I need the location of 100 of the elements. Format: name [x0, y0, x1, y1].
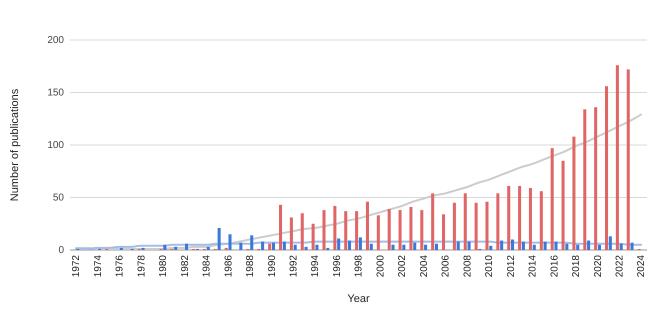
bar — [544, 242, 547, 250]
bar — [594, 107, 598, 250]
bar — [185, 244, 188, 250]
bar — [442, 214, 446, 250]
bar — [587, 240, 590, 250]
x-tick-label: 2016 — [549, 254, 560, 278]
y-tick-label: 100 — [47, 140, 64, 152]
bar — [576, 244, 580, 250]
bar — [279, 204, 282, 250]
bar — [409, 206, 412, 250]
x-tick-label: 1990 — [266, 254, 278, 278]
bar — [388, 209, 391, 250]
x-tick-label: 1982 — [180, 254, 191, 278]
bar — [468, 242, 471, 250]
bar — [391, 244, 395, 250]
bar — [485, 202, 489, 250]
bar — [355, 211, 358, 250]
bar — [496, 193, 500, 250]
bar — [452, 202, 456, 250]
bar — [420, 210, 424, 250]
bar — [337, 238, 340, 250]
bar — [413, 242, 416, 250]
bar — [300, 213, 304, 250]
bar — [540, 191, 543, 250]
bar — [522, 242, 525, 250]
bar — [402, 244, 406, 250]
bar — [294, 244, 297, 250]
line-series — [74, 114, 642, 250]
x-tick-label: 2024 — [636, 254, 648, 278]
x-tick-label: 1988 — [245, 254, 256, 278]
bar — [163, 244, 166, 250]
bar — [424, 244, 428, 250]
x-tick-label: 1974 — [92, 254, 104, 278]
x-tick-label: 2018 — [571, 254, 582, 278]
y-tick-label: 200 — [47, 35, 64, 46]
x-tick-label: 1998 — [354, 254, 365, 278]
bar — [528, 188, 532, 250]
bar — [376, 215, 380, 250]
bar — [250, 235, 254, 250]
x-tick-label: 2000 — [375, 254, 386, 278]
bar — [620, 244, 623, 250]
bar — [511, 240, 514, 250]
bar — [268, 244, 272, 250]
bar — [174, 246, 178, 250]
bar — [315, 244, 318, 250]
bar — [518, 186, 522, 250]
bar — [554, 242, 558, 250]
bar — [550, 148, 554, 250]
bar — [598, 244, 601, 250]
bar — [434, 244, 438, 250]
y-axis-title: Number of publications — [9, 88, 21, 202]
x-tick-label: 2006 — [440, 254, 452, 278]
bar — [562, 160, 565, 250]
bar — [348, 240, 352, 250]
x-tick-label: 2002 — [397, 254, 408, 278]
x-tick-label: 1996 — [332, 254, 343, 278]
x-axis-title: Year — [347, 293, 370, 305]
x-tick-label: 2008 — [462, 254, 474, 278]
bar — [605, 86, 608, 250]
bar — [456, 242, 460, 250]
x-tick-label: 2014 — [528, 254, 539, 278]
x-tick-label: 2004 — [418, 254, 430, 278]
bar — [239, 242, 242, 250]
x-tick-label: 1980 — [158, 254, 170, 278]
x-tick-label: 2012 — [506, 254, 517, 278]
bar — [358, 237, 362, 250]
bar — [565, 244, 568, 250]
line-series — [74, 240, 642, 250]
bar — [206, 246, 210, 250]
x-tick-label: 2022 — [614, 254, 626, 278]
bar — [608, 236, 612, 250]
bar — [366, 202, 369, 250]
bar — [431, 193, 434, 250]
bar — [218, 228, 221, 250]
bar — [261, 242, 264, 250]
bar — [333, 206, 336, 250]
bar — [489, 246, 492, 250]
x-tick-label: 1992 — [288, 254, 300, 278]
bar — [304, 246, 308, 250]
y-tick-label: 0 — [58, 245, 64, 256]
y-tick-label: 50 — [52, 192, 64, 204]
bar — [626, 69, 630, 250]
bar — [507, 186, 510, 250]
bar — [322, 210, 326, 250]
bar — [290, 217, 293, 250]
x-tick-label: 2020 — [592, 254, 604, 278]
bar — [532, 244, 536, 250]
bar — [312, 224, 315, 250]
bar — [500, 240, 504, 250]
bar — [616, 65, 619, 250]
x-tick-label: 1984 — [202, 254, 213, 278]
bar — [344, 211, 348, 250]
bar — [282, 242, 286, 250]
y-tick-label: 150 — [47, 88, 64, 99]
bar — [370, 244, 373, 250]
bar — [583, 109, 586, 250]
bar — [572, 136, 576, 250]
bar — [228, 234, 232, 250]
bar — [464, 193, 467, 250]
x-tick-label: 1994 — [310, 254, 322, 278]
